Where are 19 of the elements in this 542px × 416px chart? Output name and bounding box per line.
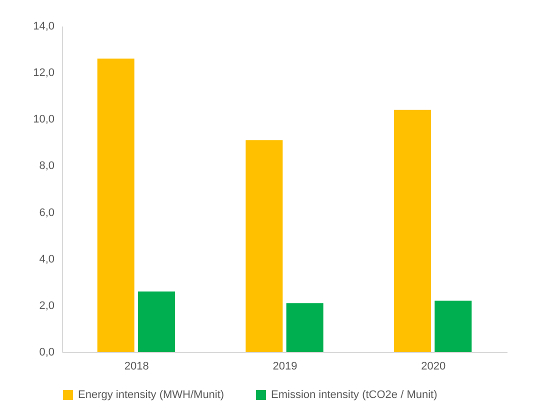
x-tick-label: 2020 [421, 360, 446, 372]
y-tick-label: 2,0 [39, 300, 54, 312]
bar [434, 300, 472, 352]
x-tick-label: 2018 [124, 360, 149, 372]
bar [97, 58, 134, 352]
y-tick-label: 4,0 [39, 253, 54, 266]
y-tick-label: 6,0 [39, 206, 54, 219]
legend-label: Emission intensity (tCO2e / Munit) [271, 389, 438, 401]
legend-label: Energy intensity (MWH/Munit) [78, 389, 224, 401]
y-tick-label: 0,0 [39, 346, 54, 358]
bar [138, 291, 175, 352]
y-tick-label: 10,0 [33, 114, 54, 126]
y-tick-label: 8,0 [39, 160, 54, 172]
x-tick-label: 2019 [272, 360, 298, 372]
bar [286, 303, 324, 352]
bar [394, 110, 432, 352]
bar [246, 140, 283, 352]
y-tick-label: 12,0 [33, 67, 54, 80]
y-tick-label: 14,0 [33, 20, 54, 32]
